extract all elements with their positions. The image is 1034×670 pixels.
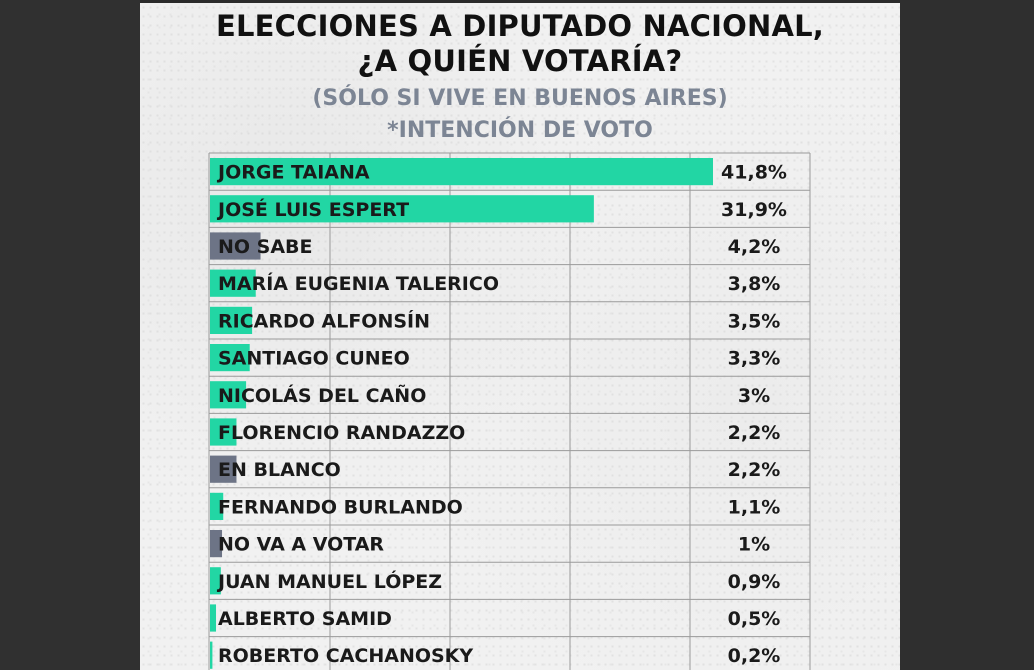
- bar-label: NO VA A VOTAR: [218, 534, 384, 556]
- value-label: 0,5%: [728, 608, 781, 630]
- bar-label: JOSÉ LUIS ESPERT: [216, 198, 409, 221]
- bar-label: NO SABE: [218, 236, 313, 258]
- chart-subtitle-line1: (SÓLO SI VIVE EN BUENOS AIRES): [312, 86, 728, 111]
- value-label: 1,1%: [728, 496, 781, 518]
- value-label: 4,2%: [728, 236, 781, 258]
- value-label: 3,8%: [728, 273, 781, 295]
- chart-title-line2: ¿A QUIÉN VOTARÍA?: [357, 44, 683, 78]
- bar: [210, 158, 713, 186]
- bar-label: ROBERTO CACHANOSKY: [218, 645, 473, 667]
- bar: [210, 530, 223, 558]
- bar: [210, 567, 221, 595]
- value-label: 1%: [738, 534, 770, 556]
- value-label: 41,8%: [721, 162, 787, 184]
- bar-label: ALBERTO SAMID: [218, 608, 392, 630]
- value-label: 3%: [738, 385, 770, 407]
- value-label: 3,3%: [728, 348, 781, 370]
- bar-label: FLORENCIO RANDAZZO: [218, 422, 465, 444]
- bar-label: JUAN MANUEL LÓPEZ: [216, 569, 442, 593]
- bar: [210, 492, 224, 520]
- bar: [210, 232, 261, 260]
- bar-label: NICOLÁS DEL CAÑO: [218, 383, 426, 407]
- bar: [210, 604, 217, 632]
- bar: [210, 306, 253, 334]
- value-label: 2,2%: [728, 459, 781, 481]
- bar: [210, 641, 213, 669]
- bar-label: RICARDO ALFONSÍN: [218, 309, 430, 332]
- bar: [210, 381, 247, 409]
- value-label: 3,5%: [728, 310, 781, 332]
- left-background: [0, 0, 140, 670]
- panel-texture: [140, 3, 900, 670]
- bar-label: MARÍA EUGENIA TALERICO: [218, 272, 499, 295]
- value-label: 31,9%: [721, 199, 787, 221]
- bar: [210, 269, 256, 297]
- value-label: 0,9%: [728, 571, 781, 593]
- bar: [210, 344, 250, 372]
- right-background: [900, 0, 1034, 670]
- bar-label: EN BLANCO: [218, 459, 341, 481]
- bar-label: FERNANDO BURLANDO: [218, 496, 463, 518]
- bar: [210, 418, 237, 446]
- chart-subtitle-line2: *INTENCIÓN DE VOTO: [387, 118, 653, 143]
- bar-label: JORGE TAIANA: [216, 162, 370, 184]
- chart-title-line1: ELECCIONES A DIPUTADO NACIONAL,: [215, 9, 825, 43]
- bar: [210, 195, 594, 223]
- bar: [210, 455, 237, 483]
- value-label: 0,2%: [728, 645, 781, 667]
- value-label: 2,2%: [728, 422, 781, 444]
- bar-label: SANTIAGO CUNEO: [218, 348, 410, 370]
